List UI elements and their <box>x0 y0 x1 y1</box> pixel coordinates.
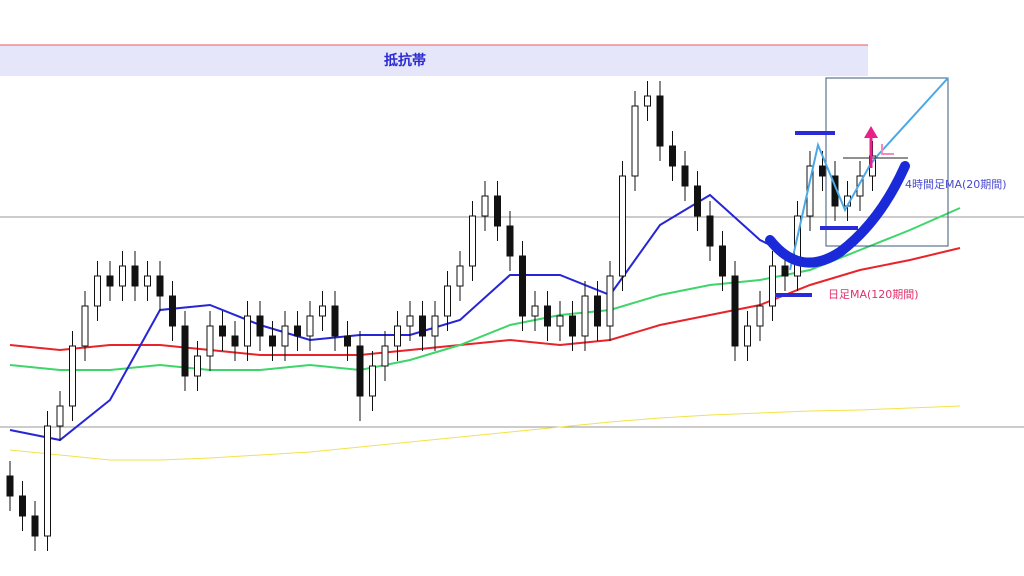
candle-body <box>506 225 514 257</box>
ma-highlight <box>765 161 910 268</box>
candle-body <box>581 295 589 337</box>
candle-body <box>719 245 726 277</box>
annotations: 4時間足MA(20期間) 日足MA(120期間) <box>765 77 1007 301</box>
ma-label: 日足MA(120期間) <box>828 288 919 301</box>
candle-body <box>281 325 289 347</box>
candle-body <box>306 315 314 337</box>
candle-body <box>544 305 551 327</box>
candle-body <box>644 95 651 107</box>
projection-line <box>789 77 949 271</box>
candle-body <box>206 325 214 357</box>
candle-body <box>731 275 739 347</box>
candle-body <box>131 265 139 287</box>
candle-body <box>31 515 39 537</box>
candle-body <box>44 425 51 537</box>
candle-body <box>419 315 426 337</box>
candle-body <box>394 325 401 347</box>
band-label: 抵抗帯 <box>384 52 426 69</box>
candle-body <box>694 185 701 217</box>
candle-body <box>519 255 526 317</box>
candle-body <box>169 295 176 327</box>
candle-body <box>769 265 776 307</box>
candle-body <box>144 275 151 287</box>
candle-body <box>494 195 501 227</box>
candle-body <box>444 285 451 317</box>
candle-body <box>269 335 276 347</box>
candle-body <box>294 325 301 337</box>
candle-body <box>194 355 201 377</box>
marks <box>6 81 961 551</box>
candle-body <box>481 195 489 217</box>
candle-body <box>331 305 339 337</box>
candle-body <box>531 305 539 317</box>
candle-body <box>81 305 89 347</box>
candle-body <box>381 345 389 367</box>
candle-body <box>6 475 14 497</box>
up-arrow-head <box>864 126 878 138</box>
candle-body <box>319 305 326 317</box>
ma-line <box>9 247 961 356</box>
ma-line <box>9 207 961 372</box>
candle-body <box>56 405 64 427</box>
candle-body <box>69 345 76 407</box>
candle-body <box>456 265 464 287</box>
candle-body <box>344 335 351 347</box>
bracket <box>881 144 894 155</box>
candle-body <box>119 265 126 287</box>
ma-line <box>9 405 961 461</box>
ma-label: 4時間足MA(20期間) <box>905 178 1007 191</box>
candle-body <box>569 315 576 337</box>
candle-body <box>681 165 689 187</box>
resistance-band <box>0 45 868 76</box>
candle-body <box>406 315 414 327</box>
candle-body <box>181 325 189 377</box>
candle-body <box>156 275 164 297</box>
candle-body <box>819 165 826 177</box>
candle-body <box>106 275 114 287</box>
candle-body <box>94 275 101 307</box>
candle-body <box>744 325 751 347</box>
candle-body <box>231 335 239 347</box>
candle-body <box>669 145 676 167</box>
candle-body <box>656 95 664 147</box>
candle-body <box>606 275 614 327</box>
candle-body <box>356 345 364 397</box>
candle-body <box>431 315 439 337</box>
candle-body <box>19 495 26 517</box>
candle-body <box>631 105 639 177</box>
candle-body <box>256 315 264 337</box>
candle-body <box>369 365 376 397</box>
candle-body <box>756 305 764 327</box>
candle-body <box>619 175 626 277</box>
candle-body <box>781 265 789 277</box>
candle-body <box>856 175 864 197</box>
candle-body <box>469 215 476 267</box>
candle-body <box>706 215 714 247</box>
candle-body <box>219 325 226 337</box>
candle-body <box>244 315 251 347</box>
candle-body <box>594 295 601 327</box>
candle-body <box>556 315 564 327</box>
